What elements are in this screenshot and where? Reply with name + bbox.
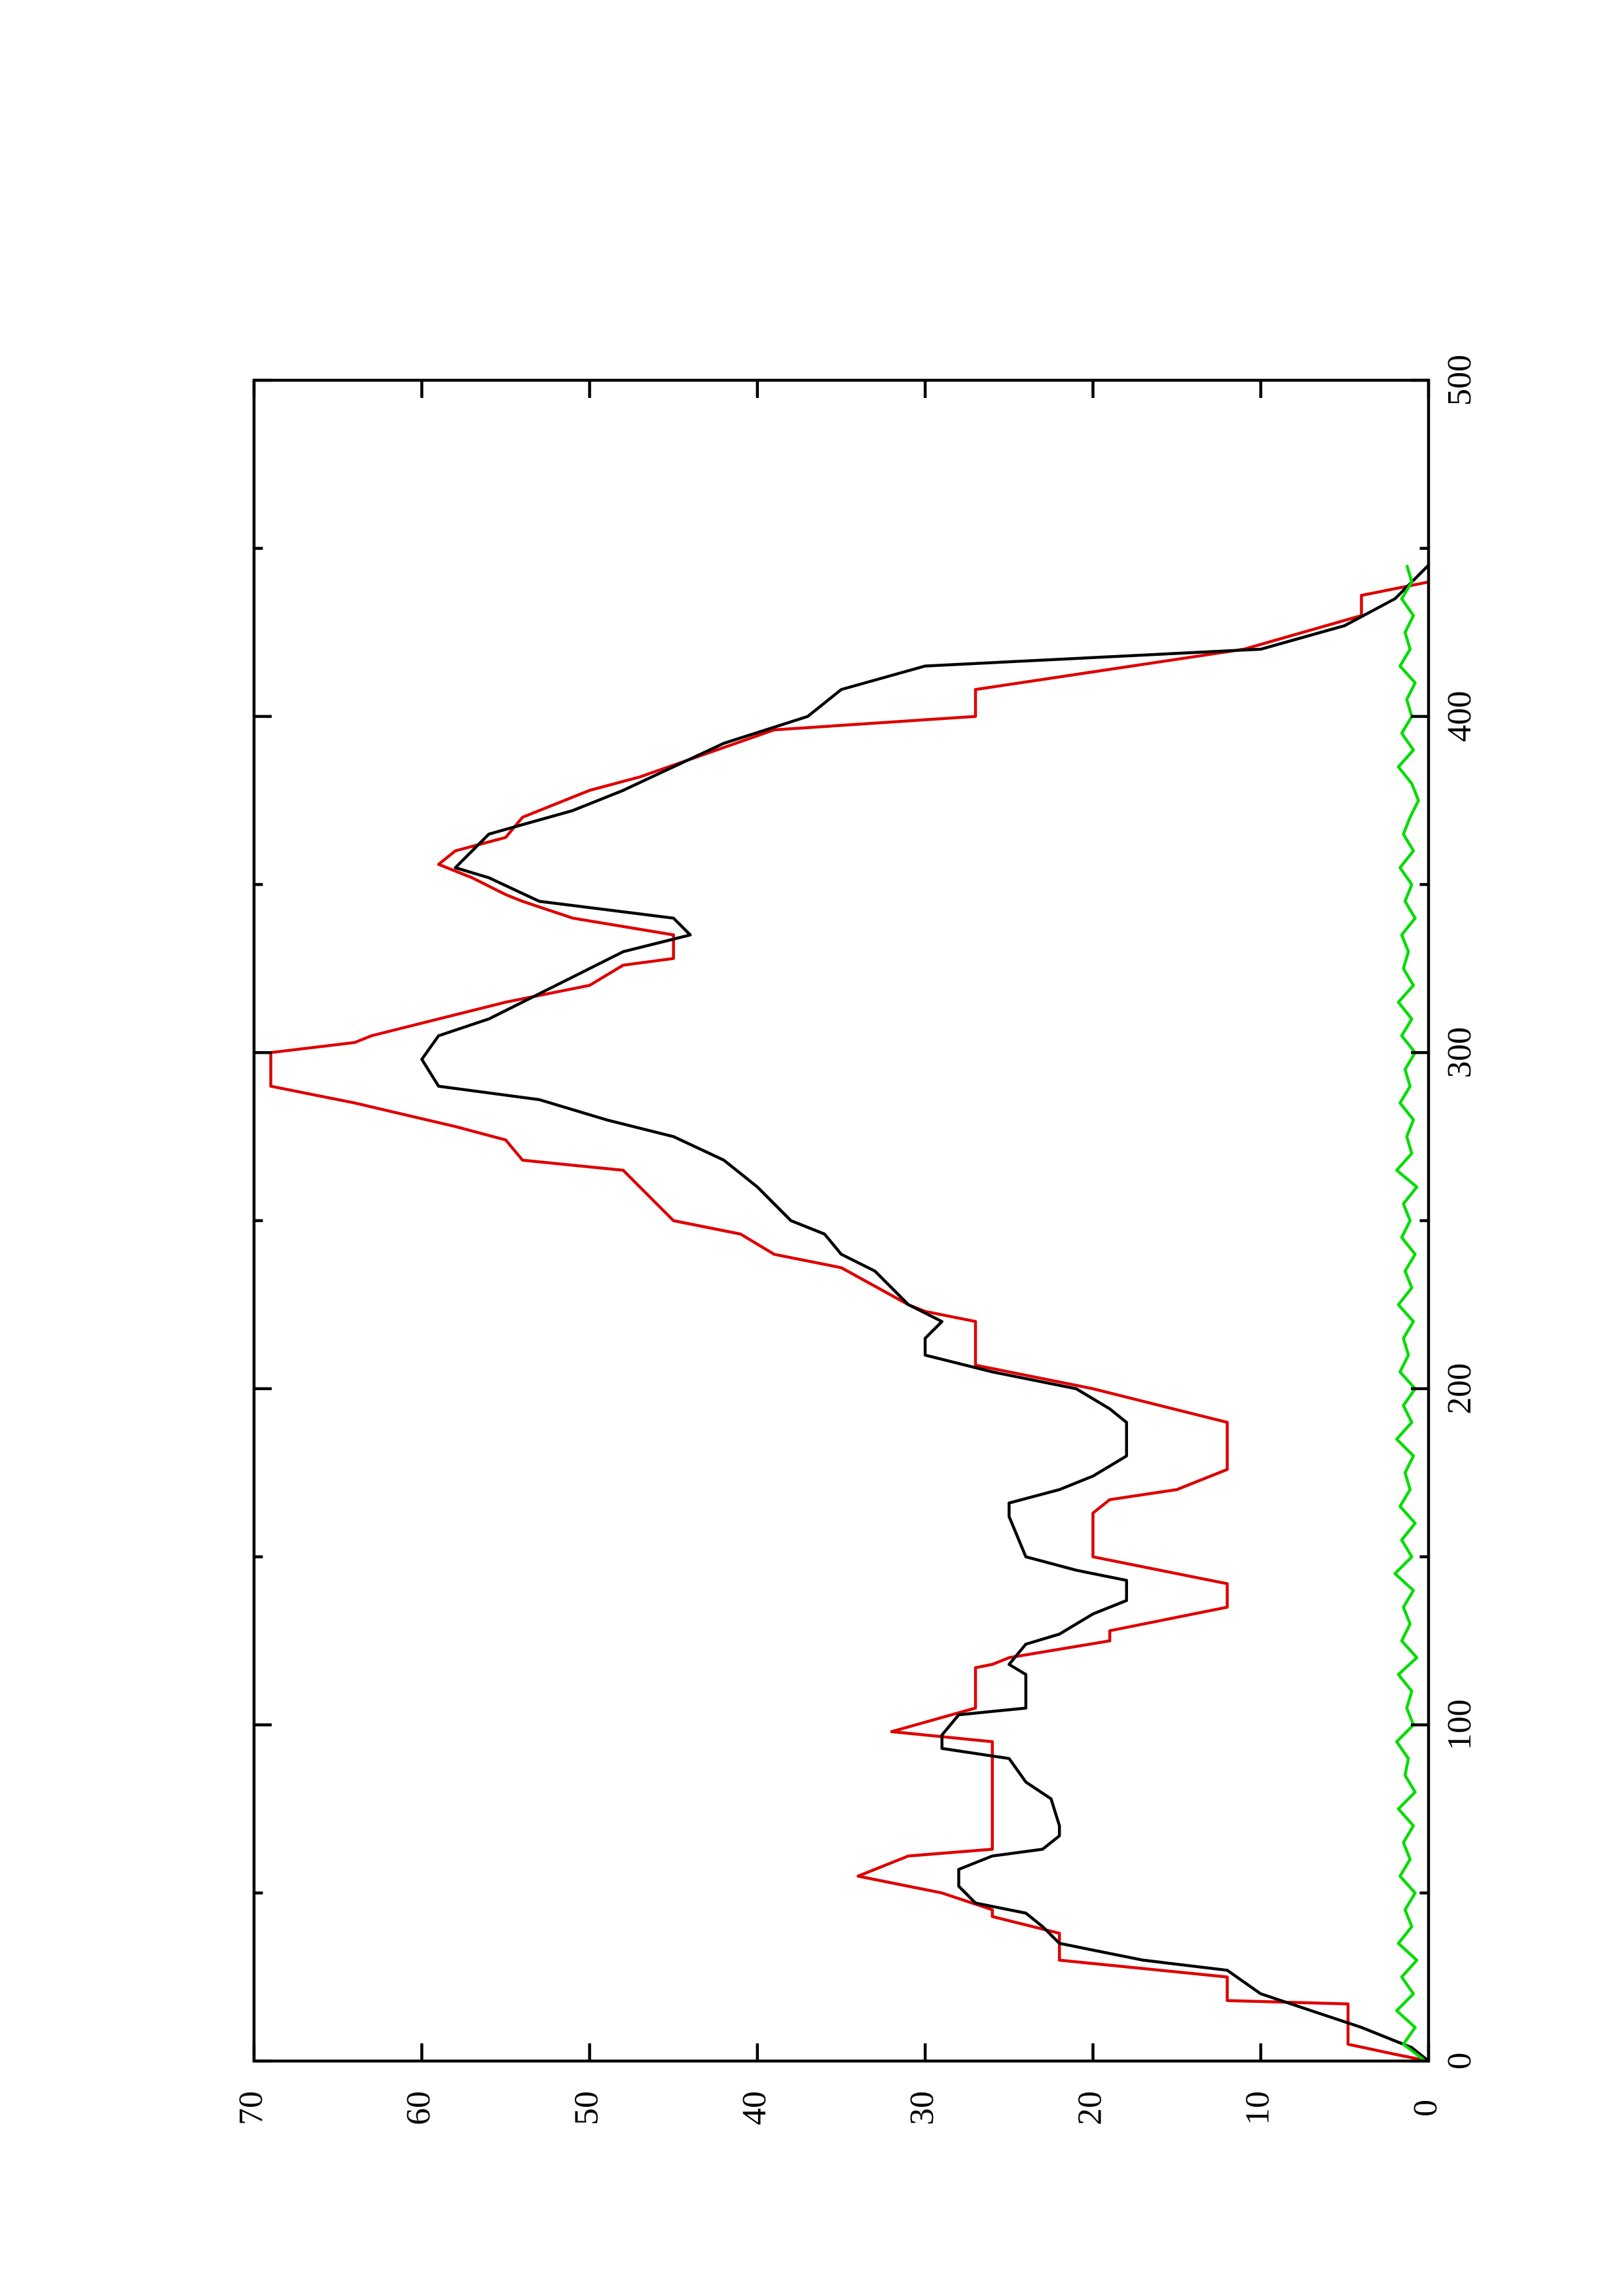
y-tick-label: 70	[232, 2091, 270, 2125]
y-tick-label: 40	[736, 2091, 773, 2125]
x-tick-label: 200	[1441, 1363, 1478, 1414]
y-tick-label: 0	[1407, 2100, 1444, 2117]
y-tick-label: 60	[400, 2091, 437, 2125]
data-line	[420, 564, 1430, 2062]
data-line	[1393, 564, 1427, 2062]
y-tick-label: 50	[568, 2091, 606, 2125]
x-tick-label: 400	[1441, 691, 1478, 742]
data-line	[269, 580, 1429, 2063]
x-tick-label: 500	[1441, 355, 1478, 406]
y-tick-label: 20	[1071, 2091, 1108, 2125]
x-tick-label: 0	[1441, 2053, 1478, 2070]
y-tick-label: 30	[903, 2091, 941, 2125]
y-tick-label: 10	[1239, 2091, 1277, 2125]
x-tick-label: 100	[1441, 1699, 1478, 1750]
x-tick-label: 300	[1441, 1027, 1478, 1078]
